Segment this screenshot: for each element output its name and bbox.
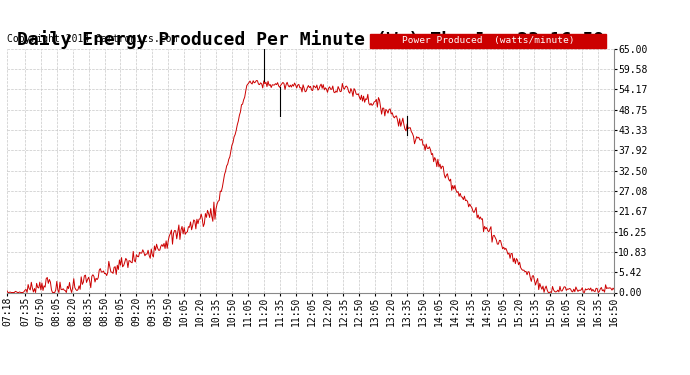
FancyBboxPatch shape xyxy=(370,34,607,48)
Title: Daily Energy Produced Per Minute (Wm) Thu Jan 23 16:59: Daily Energy Produced Per Minute (Wm) Th… xyxy=(17,30,604,49)
Text: Copyright 2014 Cartronics.com: Copyright 2014 Cartronics.com xyxy=(7,34,177,44)
Text: Power Produced  (watts/minute): Power Produced (watts/minute) xyxy=(402,36,574,45)
